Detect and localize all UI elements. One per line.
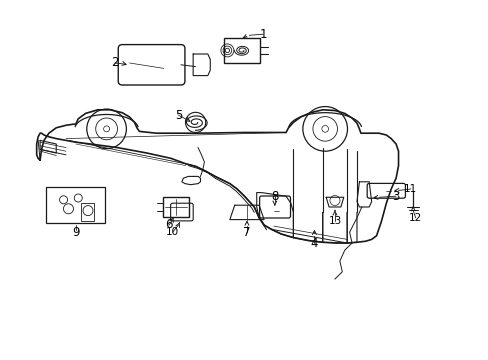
Text: 1: 1	[259, 28, 266, 41]
Text: 9: 9	[72, 226, 80, 239]
Text: 5: 5	[174, 109, 182, 122]
Bar	[162, 197, 189, 217]
Text: 8: 8	[270, 190, 278, 203]
Text: 11: 11	[403, 184, 417, 194]
Bar	[81, 203, 94, 221]
Text: 13: 13	[327, 216, 341, 226]
Text: 3: 3	[391, 190, 399, 203]
Text: 12: 12	[408, 213, 422, 223]
Text: 7: 7	[243, 226, 250, 239]
Bar	[46, 187, 105, 223]
Text: 6: 6	[165, 219, 173, 231]
Text: 2: 2	[111, 57, 119, 69]
Bar	[224, 38, 260, 63]
Text: 4: 4	[310, 237, 318, 249]
Text: 10: 10	[166, 227, 179, 237]
